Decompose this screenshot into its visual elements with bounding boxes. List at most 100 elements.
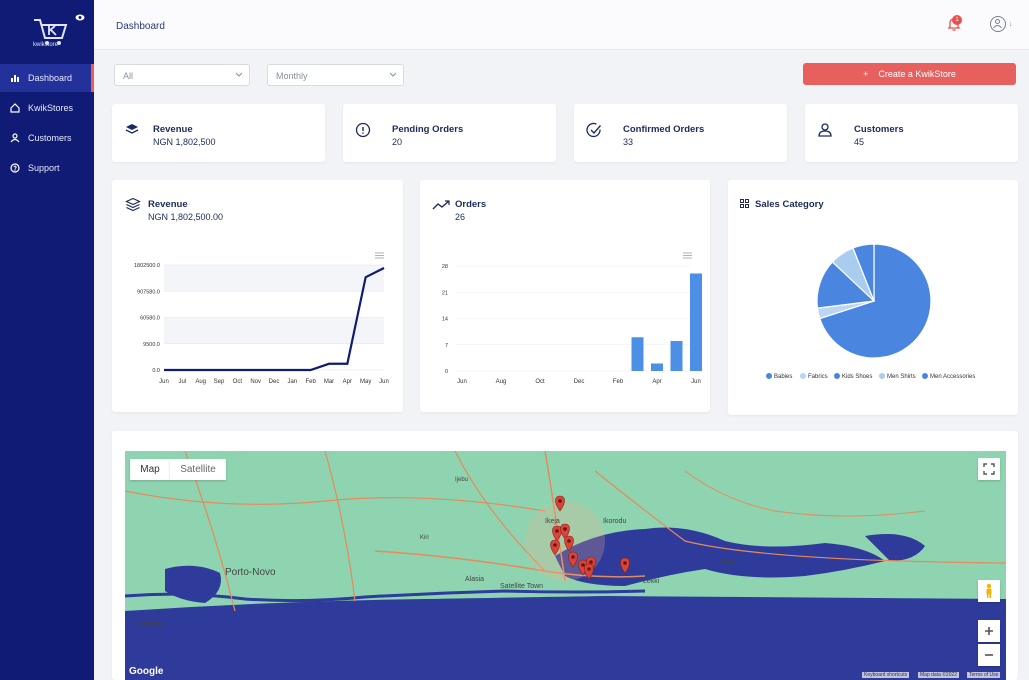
eye-icon[interactable]: [75, 14, 85, 21]
chevron-down-icon[interactable]: ↓: [1009, 21, 1013, 28]
stat-card-confirmed-orders: Confirmed Orders 33: [574, 104, 787, 162]
create-kwikstore-label: Create a KwikStore: [878, 69, 956, 79]
x-tick-label: Jan: [287, 379, 297, 385]
chevron-down-icon: [389, 72, 397, 77]
store-marker-icon: [564, 535, 574, 552]
kwikstore-logo-icon: [34, 19, 68, 45]
bar-chart-icon: [11, 75, 19, 82]
terms-link[interactable]: Terms of Use: [967, 672, 1001, 678]
y-tick-label: 14: [442, 317, 448, 323]
x-tick-label: Feb: [613, 379, 624, 385]
store-map[interactable]: Porto-Novo Cotonou Ikeja Ikorodu Lekki A…: [125, 451, 1006, 680]
x-tick-label: Aug: [195, 379, 206, 385]
period-select[interactable]: Monthly: [267, 64, 404, 86]
y-tick-label: 1802500.0: [134, 263, 160, 269]
fullscreen-button[interactable]: [978, 458, 1000, 480]
store-marker-icon: [620, 557, 630, 574]
x-tick-label: Feb: [305, 379, 316, 385]
help-circle-icon: [10, 163, 20, 173]
x-tick-label: Jun: [379, 379, 389, 385]
store-marker-icon: [560, 523, 570, 540]
fullscreen-icon: [983, 463, 995, 475]
x-tick-label: Dec: [269, 379, 280, 385]
user-icon: [10, 133, 20, 143]
legend-label: Men Accessories: [930, 374, 975, 380]
store-marker-dot: [553, 543, 557, 547]
plus-icon: [985, 627, 993, 635]
stat-value: 20: [392, 137, 403, 147]
sidebar-item-label: Dashboard: [28, 73, 73, 83]
chart-menu-icon[interactable]: [683, 252, 692, 259]
sales-category-card: Sales Category Babies Fabrics Kids Shoes Me…: [728, 180, 1018, 415]
sidebar-item-kwikstores[interactable]: KwikStores: [0, 94, 94, 122]
stat-label: Confirmed Orders: [623, 124, 705, 135]
revenue-series-line: [164, 267, 385, 372]
store-marker-dot: [581, 563, 585, 567]
zoom-in-button[interactable]: [978, 620, 1000, 642]
x-tick-label: Apr: [652, 379, 661, 385]
x-tick-label: Sep: [214, 379, 225, 385]
grid-band: [164, 317, 384, 344]
store-marker-icon: [568, 551, 578, 568]
chart-value: 26: [455, 212, 466, 222]
stat-card-customers: Customers 45: [805, 104, 1018, 162]
y-tick-label: 9500.0: [143, 342, 160, 348]
x-tick-label: Aug: [496, 379, 507, 385]
stat-value: NGN 1,802,500: [153, 137, 216, 147]
store-marker-dot: [623, 561, 627, 565]
chart-value: NGN 1,802,500.00: [148, 212, 224, 222]
sidebar-item-customers[interactable]: Customers: [0, 124, 94, 152]
map-canvas[interactable]: Porto-Novo Cotonou Ikeja Ikorodu Lekki A…: [125, 451, 1006, 680]
map-label-alasia: Alasia: [465, 576, 484, 583]
stat-label: Pending Orders: [392, 124, 464, 135]
scope-select-value: All: [123, 71, 134, 81]
y-tick-label: 0: [445, 369, 448, 375]
avatar[interactable]: [990, 16, 1006, 32]
revenue-line-chart: 1802500.0 907580.0 60580.0 9500.0 0.0 Jun Jul A…: [134, 263, 389, 385]
map-tab-satellite[interactable]: Satellite: [170, 459, 226, 480]
x-tick-label: Oct: [233, 379, 243, 385]
y-tick-label: 907580.0: [137, 289, 160, 295]
stat-label: Revenue: [153, 124, 193, 135]
sidebar-item-support[interactable]: Support: [0, 154, 94, 182]
legend-marker: [922, 373, 928, 379]
chart-title: Sales Category: [755, 199, 824, 210]
sidebar-item-label: Customers: [28, 133, 72, 143]
orders-chart-card: Orders 26 28 21 14 7 0 Jun Aug Oct Dec Feb Apr Jun: [420, 180, 710, 412]
map-tab-map[interactable]: Map: [130, 459, 170, 480]
map-label-satellite-town: Satellite Town: [500, 583, 543, 590]
stat-value: 45: [854, 137, 865, 147]
revenue-chart-card: Revenue NGN 1,802,500.00 1802500.0 907580…: [112, 180, 403, 412]
sidebar: kwikstore Dashboard KwikStores Customers…: [0, 0, 94, 680]
topbar: Dashboard 1 ↓: [94, 0, 1029, 50]
create-kwikstore-button[interactable]: + Create a KwikStore: [803, 63, 1016, 85]
legend-marker: [766, 373, 772, 379]
chevron-down-icon: [235, 72, 243, 77]
zoom-out-button[interactable]: [978, 644, 1000, 666]
store-marker-icon: [552, 525, 562, 542]
scope-select[interactable]: All: [114, 64, 250, 86]
sidebar-item-dashboard[interactable]: Dashboard: [0, 64, 94, 92]
legend-label: Fabrics: [808, 374, 828, 380]
keyboard-shortcuts-link[interactable]: Keyboard shortcuts: [862, 672, 910, 678]
y-tick-label: 7: [445, 343, 448, 349]
y-tick-label: 0.0: [152, 368, 160, 374]
x-tick-label: Dec: [574, 379, 585, 385]
map-label-porto-novo: Porto-Novo: [225, 567, 276, 578]
trending-up-icon: [432, 200, 450, 210]
stat-card-revenue: Revenue NGN 1,802,500: [112, 104, 325, 162]
x-tick-label: Jun: [691, 379, 701, 385]
home-icon: [10, 103, 20, 113]
map-label-cotonou: Cotonou: [135, 621, 162, 628]
street-view-button[interactable]: [978, 580, 1000, 602]
logo-text: kwikstore: [33, 42, 59, 48]
chart-title: Revenue: [148, 199, 188, 210]
sidebar-item-label: KwikStores: [28, 103, 74, 113]
legend-label: Kids Shoes: [842, 374, 872, 380]
x-tick-label: Jun: [159, 379, 169, 385]
legend-label: Men Shirts: [887, 374, 916, 380]
chart-menu-icon[interactable]: [375, 252, 384, 259]
minus-icon: [985, 654, 993, 656]
grid-icon: [740, 199, 749, 208]
store-marker-dot: [567, 539, 571, 543]
